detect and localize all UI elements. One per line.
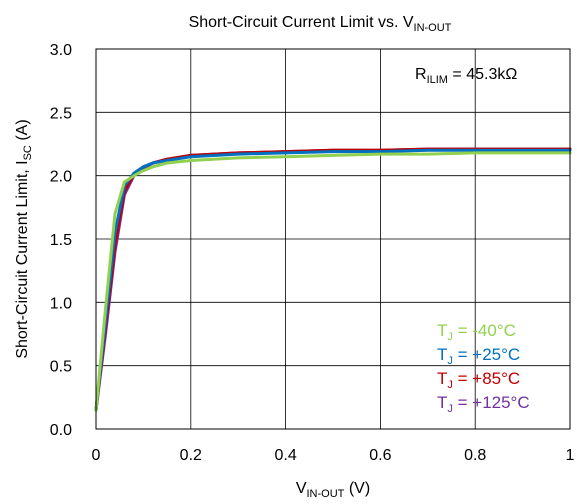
y-tick-label: 2.0 <box>50 169 72 186</box>
series-line <box>94 151 572 412</box>
legend-entry: TJ = -40°C <box>437 321 516 343</box>
x-tick-label: 0.6 <box>369 447 391 464</box>
y-tick-label: 1.0 <box>50 295 72 312</box>
y-tick-label: 0.0 <box>50 422 72 439</box>
y-tick-label: 3.0 <box>50 42 72 59</box>
y-tick-labels: 0.0 0.5 1.0 1.5 2.0 2.5 3.0 <box>50 42 72 439</box>
series-layer <box>94 147 572 412</box>
plot-frame <box>95 48 571 430</box>
legend-entry: TJ = +125°C <box>437 393 530 415</box>
y-axis-label: Short-Circuit Current Limit, ISC (A) <box>14 119 34 358</box>
rilim-annotation: RILIM = 45.3kΩ <box>415 66 517 86</box>
y-tick-label: 1.5 <box>50 232 72 249</box>
legend-entry: TJ = +85°C <box>437 369 520 391</box>
x-tick-label: 0.2 <box>180 447 202 464</box>
x-tick-label: 0.4 <box>274 447 296 464</box>
x-tick-label: 0 <box>92 447 101 464</box>
x-tick-label: 1 <box>566 447 575 464</box>
y-tick-label: 0.5 <box>50 359 72 376</box>
x-axis-label: VIN-OUT (V) <box>296 480 370 500</box>
x-tick-label: 0.8 <box>464 447 486 464</box>
chart-title: Short-Circuit Current Limit vs. VIN-OUT <box>189 14 452 34</box>
series-line <box>94 148 572 412</box>
legend-entry: TJ = +25°C <box>437 345 520 367</box>
y-tick-label: 2.5 <box>50 105 72 122</box>
x-tick-labels: 0 0.2 0.4 0.6 0.8 1 <box>92 447 575 464</box>
legend: TJ = -40°CTJ = +25°CTJ = +85°CTJ = +125°… <box>437 321 530 415</box>
